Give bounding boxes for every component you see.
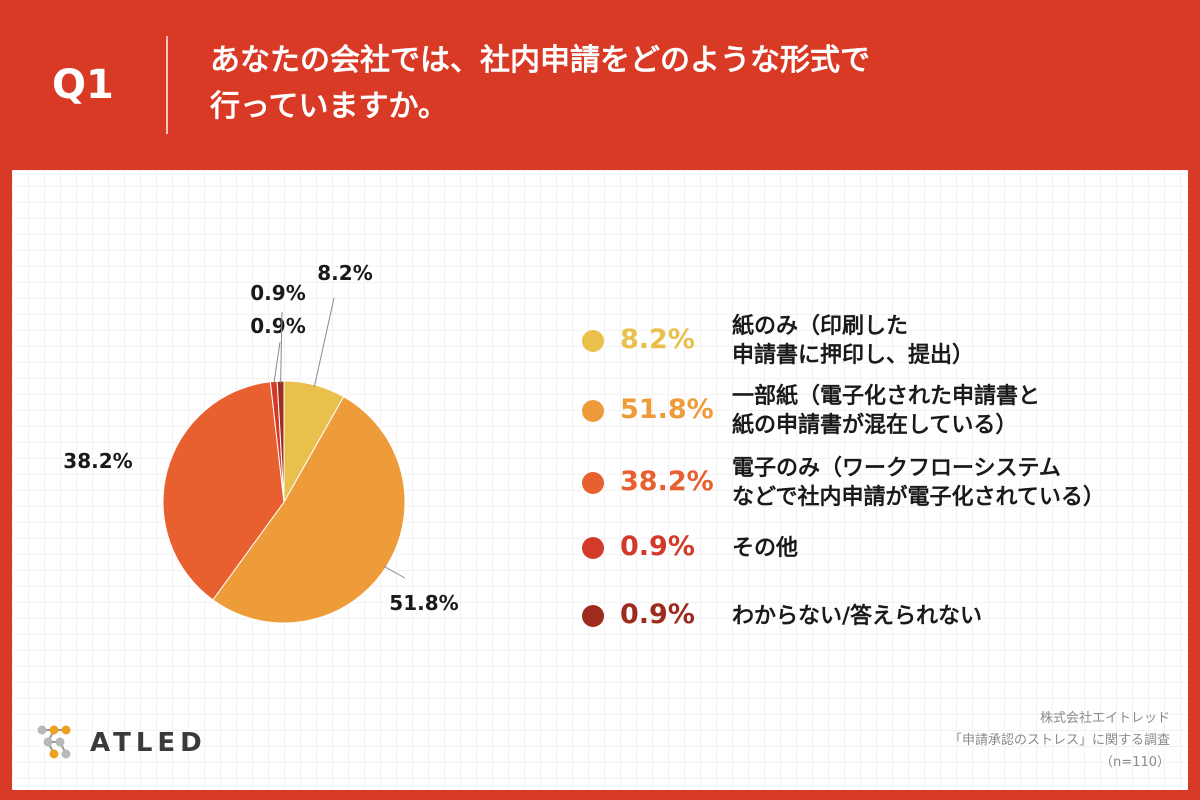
- slice-leader-line: [273, 341, 281, 384]
- legend-swatch: [582, 400, 604, 422]
- legend-item: 0.9% その他: [582, 531, 1182, 598]
- legend-value: 0.9%: [620, 599, 695, 630]
- slice-value-label: 0.9%: [250, 314, 305, 338]
- legend-item: 38.2% 電子のみ（ワークフローシステムなどで社内申請が電子化されている）: [582, 454, 1182, 518]
- chart-panel: 8.2% 51.8% 38.2% 0.9% 0.9% 8.2% 紙のみ（印刷した申請書に押…: [12, 170, 1188, 790]
- atled-network-logo-icon: [37, 725, 71, 759]
- legend-value: 8.2%: [620, 324, 695, 355]
- slice-value-label: 8.2%: [317, 261, 372, 285]
- header-divider: [166, 36, 168, 134]
- slice-value-label: 0.9%: [250, 281, 305, 305]
- question-line-1: あなたの会社では、社内申請をどのような形式で: [210, 43, 870, 78]
- source-company: 株式会社エイトレッド: [1039, 711, 1170, 726]
- legend-label-line: わからない/答えられない: [732, 604, 983, 629]
- logo-wordmark: ATLED: [90, 728, 207, 758]
- legend-value: 38.2%: [620, 466, 714, 497]
- question-number: Q1: [52, 62, 114, 108]
- pie-chart: 8.2% 51.8% 38.2% 0.9% 0.9%: [63, 261, 459, 624]
- legend-item: 8.2% 紙のみ（印刷した申請書に押印し、提出）: [582, 312, 1182, 376]
- legend-label-line: 一部紙（電子化された申請書と: [732, 384, 1041, 409]
- pie-slice: [162, 381, 285, 601]
- legend-value: 51.8%: [620, 394, 714, 425]
- slice-leader-line: [313, 297, 335, 388]
- slice-value-label: 51.8%: [389, 591, 458, 615]
- slice-value-label: 38.2%: [63, 449, 132, 473]
- legend-label-line: 紙のみ（印刷した: [732, 314, 909, 339]
- atled-logo: ATLED: [34, 718, 234, 768]
- legend-label: その他: [732, 534, 798, 563]
- legend-label-line: などで社内申請が電子化されている）: [732, 485, 1105, 510]
- legend-swatch: [582, 472, 604, 494]
- source-survey: 「申請承認のストレス」に関する調査: [948, 733, 1170, 748]
- legend-label-line: 紙の申請書が混在している）: [732, 413, 1018, 438]
- legend-label-line: その他: [732, 536, 799, 561]
- question-line-2: 行っていますか。: [210, 89, 448, 124]
- legend-swatch: [582, 605, 604, 627]
- slice-leader-line: [280, 311, 283, 384]
- legend-swatch: [582, 330, 604, 352]
- legend-item: 51.8% 一部紙（電子化された申請書と 紙の申請書が混在している）: [582, 382, 1182, 446]
- legend-label: 電子のみ（ワークフローシステムなどで社内申請が電子化されている）: [732, 454, 1105, 512]
- legend-label: わからない/答えられない: [732, 602, 982, 631]
- question-header: Q1 あなたの会社では、社内申請をどのような形式で 行っていますか。: [0, 0, 1200, 170]
- slice-leader-line: [383, 565, 406, 579]
- legend-label-line: 電子のみ（ワークフローシステム: [732, 456, 1061, 481]
- question-text: あなたの会社では、社内申請をどのような形式で 行っていますか。: [210, 38, 1110, 130]
- legend-label-line: 申請書に押印し、提出）: [732, 343, 975, 368]
- legend-label: 一部紙（電子化された申請書と 紙の申請書が混在している）: [732, 382, 1040, 440]
- source-note: 株式会社エイトレッド 「申請承認のストレス」に関する調査 （n=110）: [949, 708, 1170, 774]
- legend-label: 紙のみ（印刷した申請書に押印し、提出）: [732, 312, 974, 370]
- legend-item: 0.9% わからない/答えられない: [582, 599, 1182, 666]
- legend-swatch: [582, 537, 604, 559]
- source-sample: （n=110）: [1100, 755, 1170, 770]
- legend-value: 0.9%: [620, 531, 695, 562]
